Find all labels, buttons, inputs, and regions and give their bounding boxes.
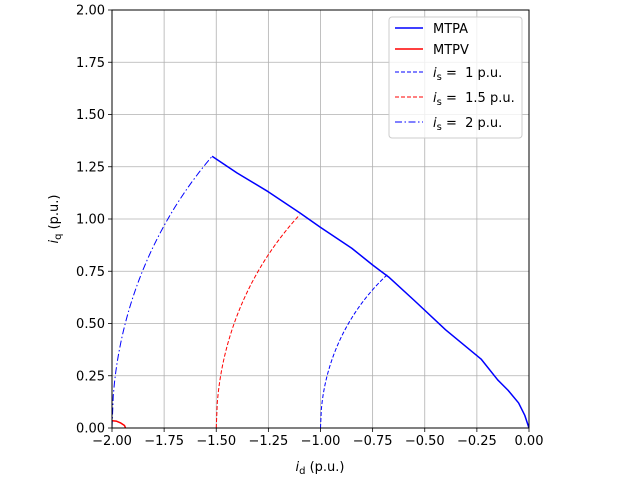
y-tick-label: 0.25 <box>76 369 105 384</box>
y-tick-label: 0.50 <box>76 317 105 332</box>
x-tick-label: −0.75 <box>353 434 393 449</box>
x-tick-label: −2.00 <box>92 434 132 449</box>
legend-label-mtpa: MTPA <box>433 22 468 37</box>
ticks: −2.00 −1.75 −1.50 −1.25 −1.00 −0.75 −0.50 −0.25… <box>76 4 543 450</box>
series-mtpv <box>112 419 127 428</box>
x-tick-label: −1.00 <box>301 434 341 449</box>
series-is-1 <box>320 274 388 428</box>
y-tick-label: 1.00 <box>76 213 105 228</box>
y-tick-label: 0.00 <box>76 422 105 437</box>
x-tick-label: −1.25 <box>248 434 288 449</box>
x-tick-label: 0.00 <box>515 434 544 449</box>
y-axis-label: iq (p.u.) <box>47 194 64 243</box>
legend-label-mtpv: MTPV <box>433 43 469 58</box>
legend-box <box>388 16 523 139</box>
x-tick-label: −1.75 <box>144 434 184 449</box>
y-tick-label: 1.75 <box>76 56 105 71</box>
legend-label-is-2: is = 2 p.u. <box>433 116 502 133</box>
legend-label-is-1-5: is = 1.5 p.u. <box>433 91 515 108</box>
y-tick-label: 0.75 <box>76 265 105 280</box>
y-tick-label: 1.25 <box>76 160 105 175</box>
series-mtpa <box>211 155 529 428</box>
series-is-1-5 <box>215 214 301 428</box>
y-tick-label: 1.50 <box>76 108 105 123</box>
x-tick-label: −0.50 <box>405 434 445 449</box>
x-tick-label: −0.25 <box>457 434 497 449</box>
series-layer <box>112 155 529 428</box>
legend: MTPA MTPV is = 1 p.u. is = 1.5 p.u. is =… <box>388 16 523 139</box>
x-tick-label: −1.50 <box>196 434 236 449</box>
x-axis-label: id (p.u.) <box>295 460 344 477</box>
legend-label-is-1: is = 1 p.u. <box>433 66 502 83</box>
series-is-2 <box>112 156 213 428</box>
y-tick-label: 2.00 <box>76 4 105 19</box>
